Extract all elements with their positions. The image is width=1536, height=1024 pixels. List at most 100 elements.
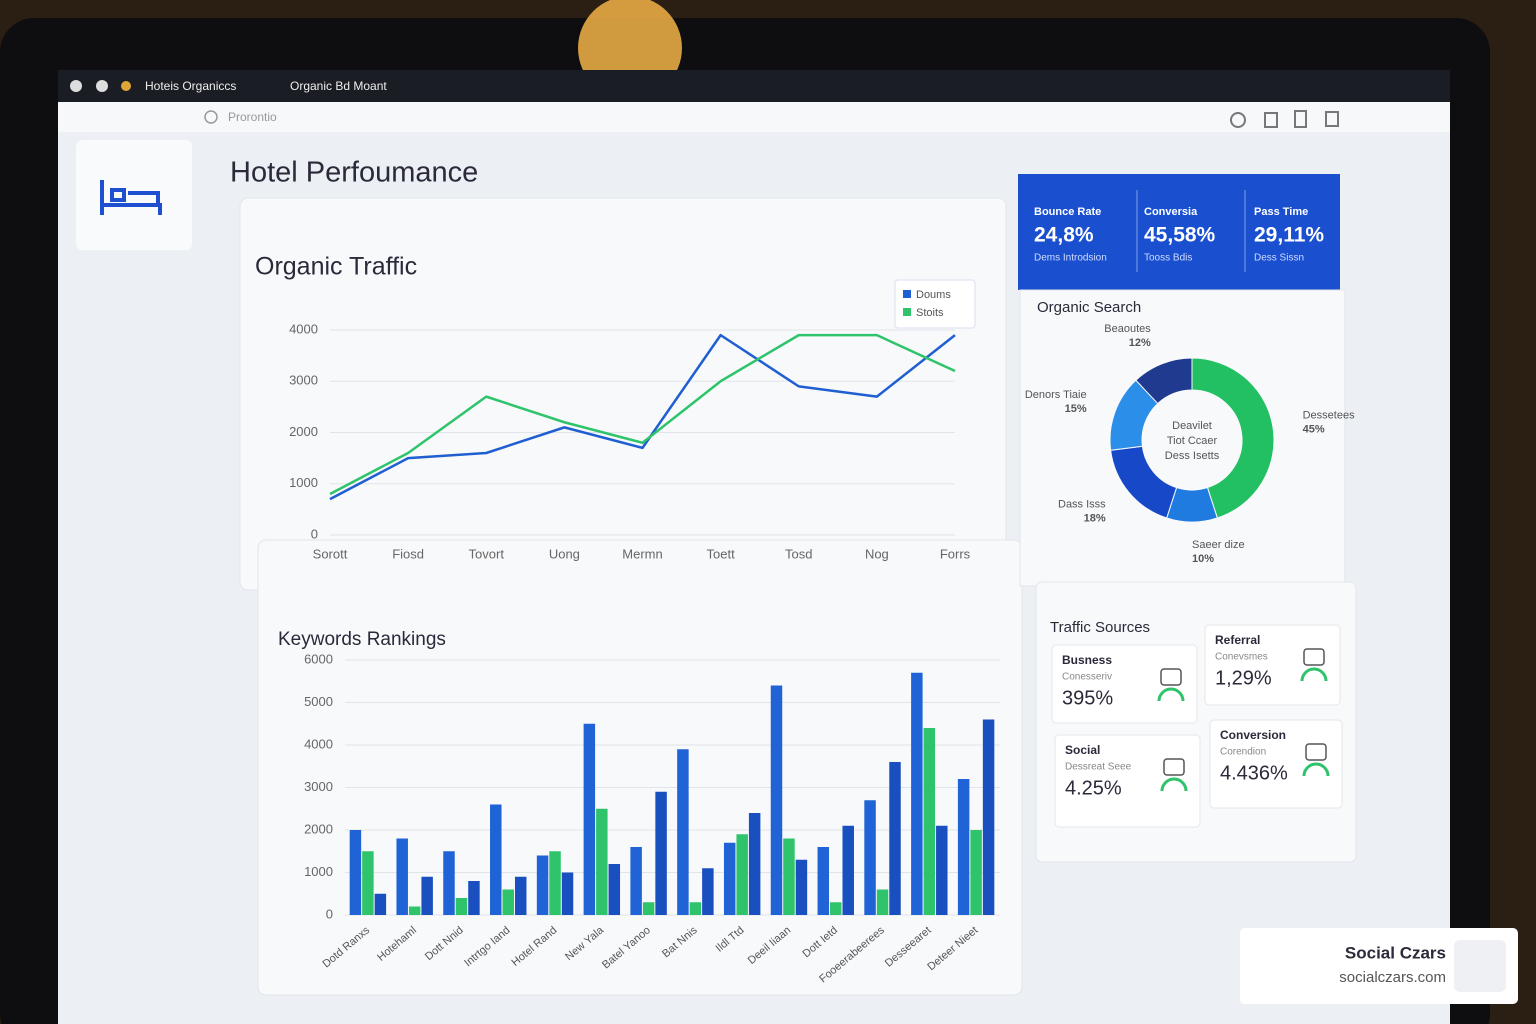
bar [957,779,970,915]
bar [748,813,761,915]
y-tick-label: 6000 [304,651,333,666]
bar [936,825,948,915]
source-value: 1,29% [1215,667,1272,689]
x-tick-label: Mermn [622,546,662,561]
bar [736,834,748,915]
bar [982,719,995,915]
line-series [329,333,956,496]
y-tick-label: 2000 [304,821,333,836]
bar [842,825,854,915]
kpi-sub: Dems Introdsion [1034,253,1107,264]
legend-label: Doums [916,289,951,301]
donut-center-text: Dess Isetts [1165,450,1220,462]
kpi-sub: Dess Sissn [1254,253,1304,264]
y-tick-label: 0 [311,526,318,541]
y-tick-label: 4000 [304,736,333,751]
source-gauge [1157,687,1185,702]
kpi-label: Conversia [1144,206,1198,218]
bar [408,906,421,915]
chart-title: Keywords Rankings [278,629,446,650]
bar [349,830,362,915]
bar [889,762,901,915]
bar [876,889,889,915]
y-tick-label: 4000 [289,321,318,336]
bar [362,851,374,915]
kpi-value: 45,58% [1144,224,1216,247]
bar [490,804,502,915]
legend-swatch [903,308,911,316]
segment-label: 18% [1084,512,1106,524]
source-value: 395% [1062,687,1113,709]
bar [374,893,387,915]
legend-label: Stoits [916,307,944,319]
bar [689,902,702,915]
y-tick-label: 3000 [289,373,318,388]
bar [655,791,667,915]
bar [783,838,795,915]
toolbar-icon[interactable] [1264,112,1278,128]
bar [723,842,736,915]
segment-label: 12% [1129,337,1151,349]
source-label: Conversion [1220,728,1286,742]
bar [468,881,480,915]
kpi-label: Pass Time [1254,206,1308,218]
hotel-logo [100,180,162,215]
bar [770,685,783,915]
bar [630,847,642,915]
search-input[interactable]: Prorontio [228,110,277,124]
tab-menu[interactable]: Organic Bd Moant [290,79,387,93]
source-sub: Conevsmes [1215,652,1268,663]
kpi-label: Bounce Rate [1034,206,1101,218]
bar [421,876,433,915]
kpi-strip [1018,174,1340,290]
bar [596,808,608,915]
bar [536,855,549,915]
source-card [1209,719,1343,809]
tab-title[interactable]: Hoteis Organiccs [145,79,236,93]
x-tick-label: Tosd [785,546,812,561]
x-tick-label: Forrs [940,546,971,561]
x-tick-label: Toett [707,546,736,561]
legend-swatch [903,290,911,298]
kpi-sub: Tooss Bdis [1144,253,1192,264]
source-value: 4.436% [1220,762,1288,784]
source-card [1051,644,1198,724]
window-button[interactable] [70,80,82,92]
chart-title: Organic Search [1037,299,1141,316]
keywords-card [257,539,1023,996]
segment-label: 15% [1065,403,1087,415]
x-tick-label: Tovort [469,546,505,561]
bar [583,723,596,915]
bar [911,672,923,915]
x-tick-label: Sorott [313,546,348,561]
segment-name: Denors Tiaie [1025,389,1087,401]
kpi-value: 29,11% [1254,224,1324,247]
bar [502,889,514,915]
bar [514,876,527,915]
source-gauge [1160,777,1188,792]
x-tick-label: Fiosd [392,546,424,561]
toolbar-icon[interactable] [1230,112,1246,128]
source-label: Busness [1062,653,1112,667]
toolbar-icon[interactable] [1325,111,1339,127]
watermark-url[interactable]: socialczars.com [1339,969,1446,986]
source-card [1204,624,1341,706]
chart-title: Organic Traffic [255,253,417,281]
toolbar-icon[interactable] [1294,110,1307,128]
y-tick-label: 5000 [304,694,333,709]
source-gauge [1302,762,1330,777]
search-icon [204,110,218,124]
segment-name: Saeer dize [1192,539,1245,551]
source-sub: Dessreat Seee [1065,762,1132,773]
x-tick-label: Uong [549,546,580,561]
kpi-value: 24,8% [1034,224,1094,247]
segment-label: 10% [1192,553,1214,565]
bar [677,749,689,915]
source-gauge [1300,667,1328,682]
window-button[interactable] [121,81,131,91]
address-bar [58,102,1450,132]
donut-segment [1135,357,1193,405]
source-label: Social [1065,743,1100,757]
window-button[interactable] [96,80,108,92]
y-tick-label: 3000 [304,779,333,794]
